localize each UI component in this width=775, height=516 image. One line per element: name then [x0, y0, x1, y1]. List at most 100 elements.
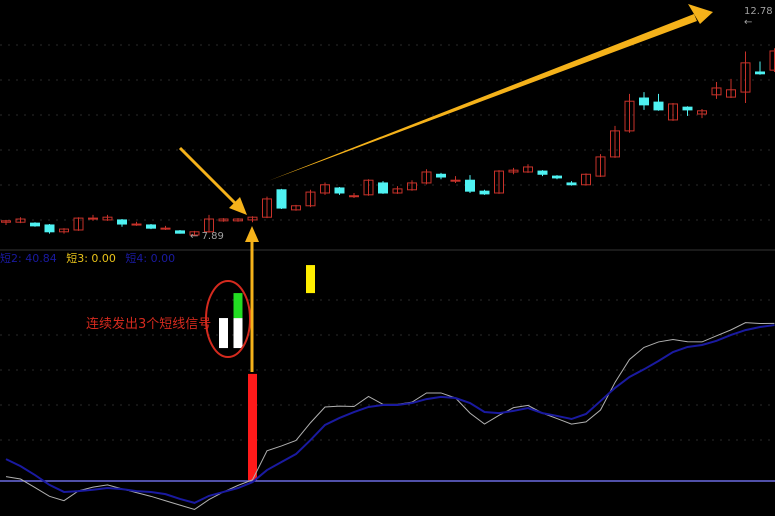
legend-short2: 短2: 40.84 — [0, 252, 57, 265]
candlestick-series — [1, 48, 775, 236]
candle-body — [494, 170, 504, 194]
candle-body — [595, 156, 606, 177]
candle — [218, 218, 229, 222]
candle-body — [508, 169, 519, 173]
candle — [421, 169, 432, 185]
candle-body — [523, 166, 533, 173]
candle-body — [59, 228, 69, 233]
candle — [668, 103, 678, 121]
candle-body — [436, 173, 446, 178]
candle-body — [1, 220, 11, 223]
candle-body — [392, 188, 403, 194]
candle — [204, 214, 214, 233]
candle — [363, 179, 374, 196]
grid-lines — [0, 44, 775, 441]
candle — [59, 228, 69, 234]
candle — [88, 214, 98, 221]
candle — [160, 225, 171, 230]
candle — [726, 78, 736, 99]
candle-body — [421, 171, 432, 184]
candle-body — [15, 218, 26, 223]
candle-body — [291, 205, 301, 211]
candle — [276, 188, 287, 209]
high-price-label: 12.78 ← — [744, 6, 773, 28]
candle — [189, 230, 200, 236]
candle — [334, 187, 345, 195]
candle — [102, 214, 113, 221]
legend-short3: 短3: 0.00 — [66, 252, 116, 265]
signal-bar — [248, 373, 257, 481]
candle — [407, 180, 417, 191]
candle — [436, 172, 446, 180]
candle-body — [537, 170, 548, 175]
candle-body — [653, 101, 664, 111]
candle-body — [218, 218, 229, 222]
candle-body — [44, 224, 55, 233]
candle — [740, 51, 751, 104]
candle — [624, 93, 635, 133]
signal-bar — [219, 318, 228, 349]
candle-body — [465, 179, 475, 192]
candle — [320, 182, 330, 195]
candle-body — [610, 130, 620, 158]
vertical-arrow-head — [245, 226, 259, 242]
candle — [552, 175, 562, 180]
candle-body — [755, 71, 765, 75]
candle-body — [146, 224, 156, 229]
candle — [465, 175, 475, 193]
candle-body — [349, 195, 359, 198]
candle-body — [740, 62, 751, 93]
candle-body — [450, 179, 461, 182]
candle-body — [363, 179, 374, 196]
candle-body — [117, 219, 127, 225]
indicator-panel — [0, 265, 775, 511]
candle — [117, 219, 127, 227]
candle — [494, 170, 504, 194]
candle — [755, 61, 765, 75]
candle-body — [624, 100, 635, 132]
candle — [595, 154, 606, 178]
candle — [479, 189, 490, 195]
candle — [73, 217, 84, 231]
candle — [262, 196, 272, 219]
candle-body — [73, 217, 84, 231]
candle-body — [102, 216, 113, 221]
candle-body — [378, 182, 388, 194]
trend-arrow-head — [688, 4, 713, 24]
candle — [15, 217, 26, 224]
candle — [537, 170, 548, 177]
candle-body — [566, 182, 577, 186]
candle-body — [711, 87, 722, 96]
candle — [697, 108, 707, 119]
candle-body — [726, 89, 736, 98]
candle-body — [30, 222, 40, 227]
low-price-label: ← 7.89 — [190, 231, 224, 242]
candle — [146, 224, 156, 230]
candle — [44, 224, 55, 234]
candle-body — [682, 106, 693, 111]
candle-body — [305, 191, 316, 207]
candle — [131, 221, 142, 226]
signal-annotation: 连续发出3个短线信号 — [86, 317, 212, 332]
signal-circle — [205, 280, 251, 358]
candle-body — [668, 103, 678, 121]
candle — [30, 222, 40, 227]
pointer-arrow-head — [229, 197, 247, 215]
candle — [450, 176, 461, 183]
signal-bar — [306, 265, 315, 294]
candle — [523, 164, 533, 173]
signal-bar — [233, 293, 243, 319]
pointer-arrow-shaft — [178, 146, 240, 208]
candle — [653, 93, 664, 111]
candle — [305, 189, 316, 208]
candle — [175, 229, 185, 234]
candle — [392, 186, 403, 194]
candle — [639, 92, 649, 110]
candle-body — [160, 227, 171, 230]
candle-body — [233, 218, 243, 222]
candle-body — [334, 187, 345, 194]
candle-body — [88, 217, 98, 220]
annotation-overlay — [178, 4, 713, 372]
candle-body — [262, 198, 272, 218]
candle — [581, 173, 591, 186]
